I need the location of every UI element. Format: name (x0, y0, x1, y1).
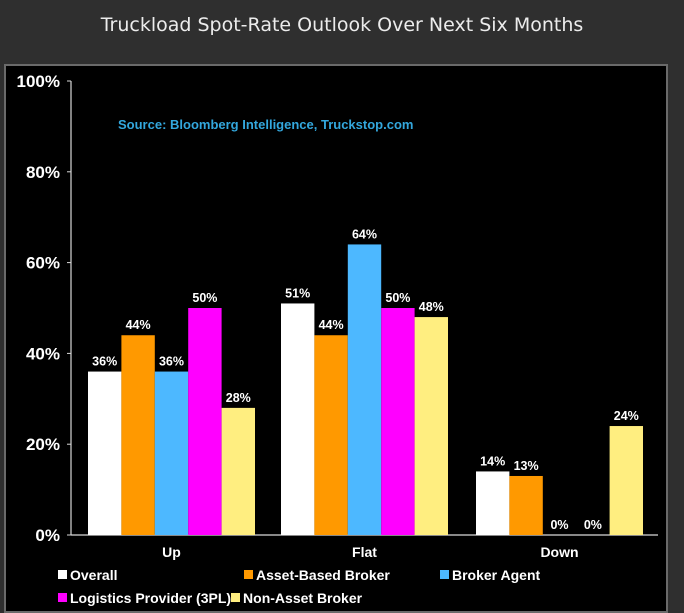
bar-down-asset-based-broker (509, 475, 543, 535)
data-label-up-overall: 36% (92, 355, 117, 369)
legend-label-overall: Overall (70, 566, 118, 583)
legend-swatch-overall (58, 570, 67, 579)
data-label-down-broker-agent: 0% (550, 518, 568, 532)
bar-flat-broker-agent (347, 244, 382, 535)
bar-up-overall (88, 371, 122, 535)
data-label-up-logistics-provider-3pl: 50% (192, 291, 217, 305)
data-label-flat-overall: 51% (285, 286, 310, 300)
bar-down-non-asset-broker (609, 426, 643, 535)
legend-label-3pl: Logistics Provider (3PL) (70, 589, 232, 606)
y-tick-label: 0% (35, 526, 60, 545)
legend-item-broker-agent: Broker Agent (440, 567, 540, 583)
data-label-up-asset-based-broker: 44% (126, 318, 151, 332)
legend-row-2: Logistics Provider (3PL) Non-Asset Broke… (58, 586, 658, 609)
legend-item-3pl: Logistics Provider (3PL) (58, 590, 231, 606)
legend-item-non-asset-broker: Non-Asset Broker (231, 590, 362, 606)
data-label-up-non-asset-broker: 28% (226, 391, 251, 405)
data-label-flat-logistics-provider-3pl: 50% (385, 291, 410, 305)
y-tick-label: 20% (26, 435, 60, 454)
y-tick-label: 60% (26, 254, 60, 273)
x-category-label-flat: Flat (352, 544, 377, 560)
x-category-label-up: Up (162, 544, 181, 560)
bar-up-logistics-provider-3pl (188, 308, 222, 535)
data-label-down-non-asset-broker: 24% (614, 409, 639, 423)
data-label-down-logistics-provider-3pl: 0% (584, 518, 602, 532)
y-tick-label: 80% (26, 163, 60, 182)
bar-flat-asset-based-broker (314, 335, 348, 535)
x-category-label-down: Down (540, 544, 578, 560)
source-note: Source: Bloomberg Intelligence, Trucksto… (118, 117, 414, 132)
data-label-flat-asset-based-broker: 44% (319, 318, 344, 332)
legend-swatch-broker-agent (440, 570, 449, 579)
legend-swatch-3pl (58, 593, 67, 602)
data-label-up-broker-agent: 36% (159, 355, 184, 369)
bar-up-asset-based-broker (121, 335, 155, 535)
bar-up-non-asset-broker (221, 407, 255, 535)
legend: Overall Asset-Based Broker Broker Agent … (58, 563, 658, 609)
chart-title: Truckload Spot-Rate Outlook Over Next Si… (100, 14, 584, 36)
legend-swatch-asset-based-broker (244, 570, 253, 579)
legend-row-1: Overall Asset-Based Broker Broker Agent (58, 563, 658, 586)
data-label-down-overall: 14% (480, 454, 505, 468)
bar-up-broker-agent (154, 371, 189, 535)
bar-flat-logistics-provider-3pl (381, 308, 415, 535)
legend-label-non-asset-broker: Non-Asset Broker (243, 589, 363, 606)
data-label-flat-broker-agent: 64% (352, 227, 377, 241)
legend-item-asset-based-broker: Asset-Based Broker (244, 567, 440, 583)
legend-label-broker-agent: Broker Agent (452, 566, 541, 583)
legend-swatch-non-asset-broker (231, 593, 241, 602)
bar-down-overall (476, 471, 510, 535)
y-tick-label: 100% (17, 72, 60, 91)
legend-label-asset-based-broker: Asset-Based Broker (256, 566, 390, 583)
bar-flat-non-asset-broker (414, 317, 448, 535)
data-label-flat-non-asset-broker: 48% (419, 300, 444, 314)
bar-flat-overall (281, 303, 315, 535)
data-label-down-asset-based-broker: 13% (514, 459, 539, 473)
legend-item-overall: Overall (58, 567, 244, 583)
y-tick-label: 40% (26, 344, 60, 363)
